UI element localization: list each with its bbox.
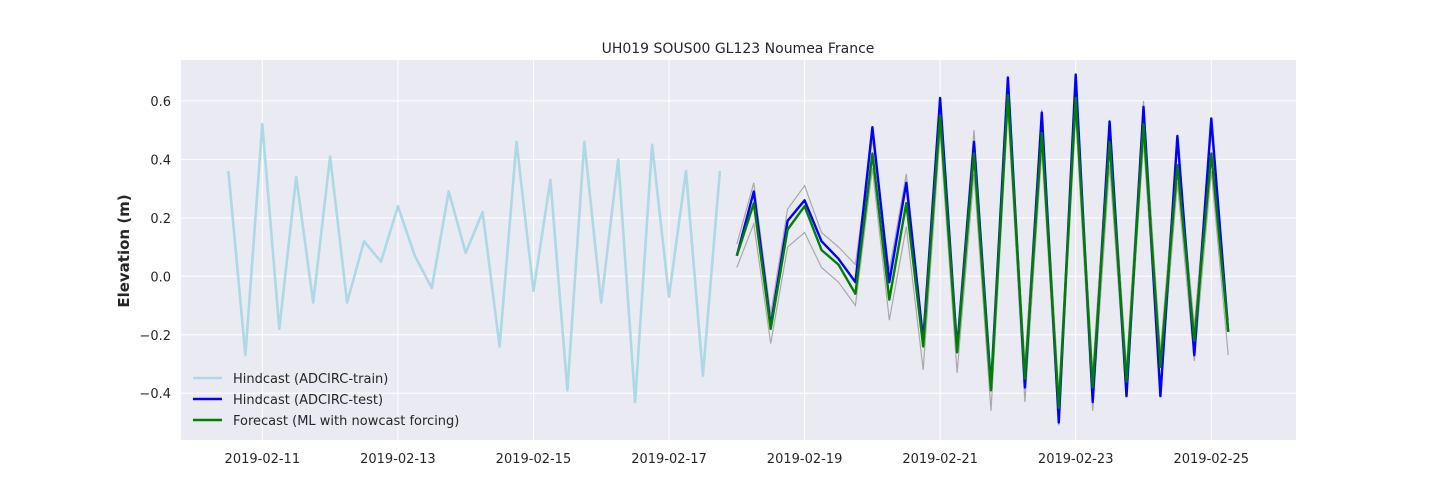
- x-tick-label: 2019-02-19: [767, 452, 843, 467]
- chart-title: UH019 SOUS00 GL123 Noumea France: [602, 41, 875, 57]
- y-tick-label: 0.4: [150, 153, 171, 168]
- legend: Hindcast (ADCIRC-train) Hindcast (ADCIRC-…: [193, 372, 459, 429]
- x-tick-label: 2019-02-17: [631, 452, 707, 467]
- x-tick-label: 2019-02-15: [496, 452, 572, 467]
- y-tick-label: 0.2: [150, 212, 171, 227]
- x-tick-label: 2019-02-23: [1038, 452, 1114, 467]
- y-tick-label: −0.4: [139, 387, 171, 402]
- y-axis: −0.4 −0.2 0.0 0.2 0.4 0.6: [139, 95, 171, 402]
- y-axis-label: Elevation (m): [115, 194, 133, 307]
- x-tick-label: 2019-02-11: [225, 452, 301, 467]
- series-line-2: [735, 93, 1230, 409]
- y-tick-label: −0.2: [139, 329, 171, 344]
- band-lower-line: [736, 109, 1229, 426]
- legend-label-2: Forecast (ML with nowcast forcing): [233, 414, 459, 429]
- series-line-0: [227, 123, 722, 404]
- x-tick-label: 2019-02-25: [1173, 452, 1249, 467]
- series-lines: [227, 73, 1230, 424]
- x-tick-label: 2019-02-13: [360, 452, 436, 467]
- y-tick-label: 0.0: [150, 270, 171, 285]
- x-tick-label: 2019-02-21: [902, 452, 978, 467]
- legend-label-0: Hindcast (ADCIRC-train): [233, 372, 388, 387]
- y-tick-label: 0.6: [150, 95, 171, 110]
- x-axis: 2019-02-11 2019-02-13 2019-02-15 2019-02-17…: [225, 452, 1249, 467]
- legend-label-1: Hindcast (ADCIRC-test): [233, 393, 383, 408]
